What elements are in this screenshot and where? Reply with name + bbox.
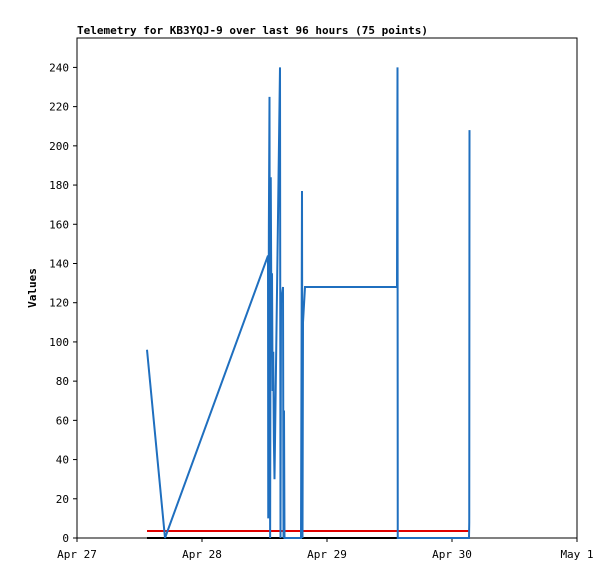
y-tick-label: 60 bbox=[56, 414, 69, 427]
chart-title: Telemetry for KB3YQJ-9 over last 96 hour… bbox=[77, 24, 428, 37]
y-tick-label: 100 bbox=[49, 336, 69, 349]
y-tick-label: 80 bbox=[56, 375, 69, 388]
y-axis-label: Values bbox=[26, 268, 39, 308]
y-tick-label: 220 bbox=[49, 101, 69, 114]
x-tick-label: Apr 29 bbox=[307, 548, 347, 561]
y-tick-label: 40 bbox=[56, 454, 69, 467]
x-tick-label: Apr 30 bbox=[432, 548, 472, 561]
y-tick-label: 0 bbox=[62, 532, 69, 545]
y-tick-label: 240 bbox=[49, 61, 69, 74]
y-tick-label: 160 bbox=[49, 218, 69, 231]
y-tick-label: 140 bbox=[49, 257, 69, 270]
series-line bbox=[146, 67, 471, 539]
x-tick-label: Apr 27 bbox=[57, 548, 97, 561]
x-tick-label: May 1 bbox=[560, 548, 593, 561]
x-tick-label: Apr 28 bbox=[182, 548, 222, 561]
y-tick-label: 20 bbox=[56, 493, 69, 506]
y-tick-label: 120 bbox=[49, 297, 69, 310]
y-tick-label: 180 bbox=[49, 179, 69, 192]
y-tick-label: 200 bbox=[49, 140, 69, 153]
